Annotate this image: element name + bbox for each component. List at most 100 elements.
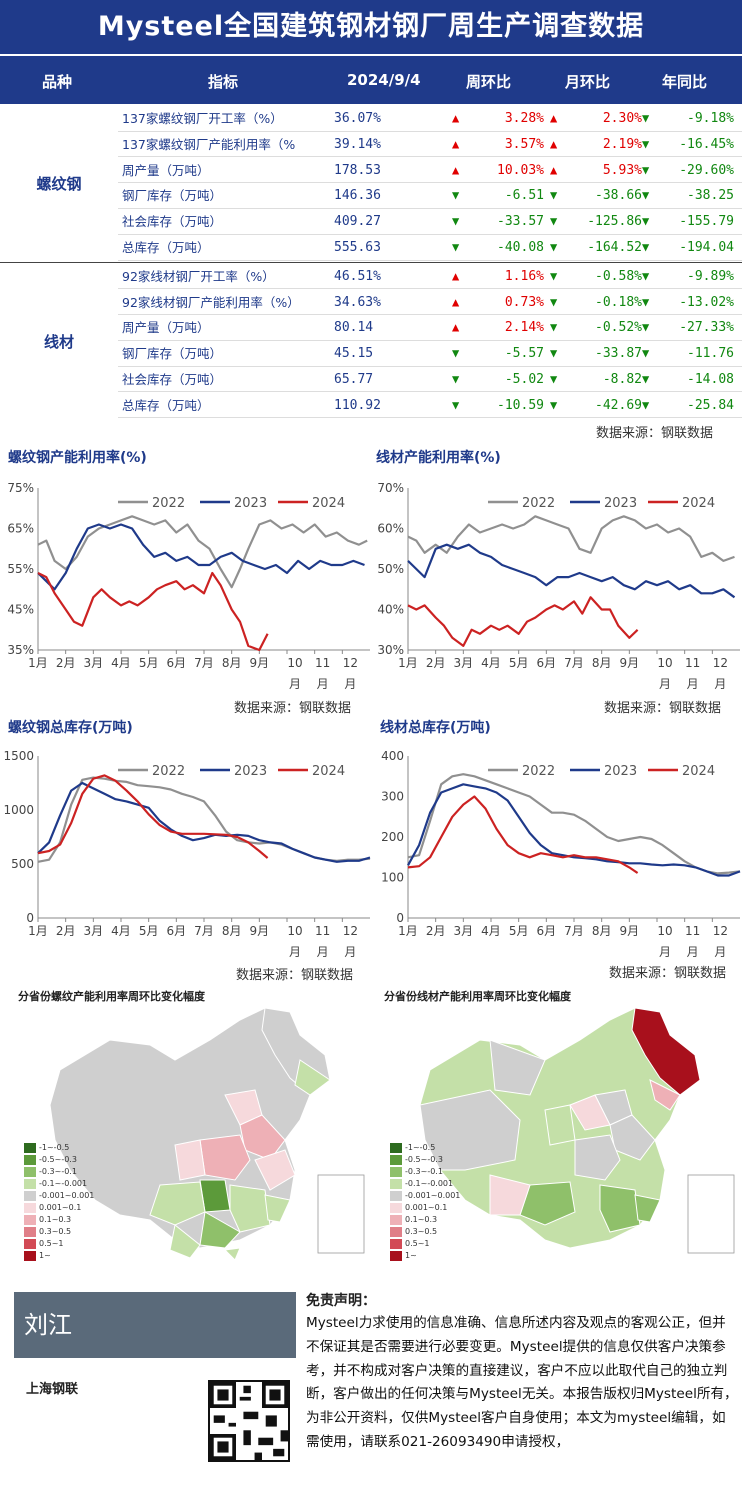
mom-value: -38.66 bbox=[595, 188, 642, 204]
chart-title-wire-stock: 线材总库存(万吨) bbox=[380, 720, 491, 736]
yoy-value: -9.18% bbox=[687, 111, 734, 126]
legend-label: 2024 bbox=[312, 496, 345, 511]
table-row: 社会库存（万吨） 409.27 ▼ -33.57 ▼ -125.86 ▼ -155.79 bbox=[118, 209, 742, 235]
x-tick-label: 5月 bbox=[509, 656, 529, 670]
mom-cell: ▼ -0.52% bbox=[550, 315, 648, 340]
x-tick-label: 5月 bbox=[139, 656, 159, 670]
legend-item: 1~ bbox=[390, 1250, 460, 1262]
indicator-value: 178.53 bbox=[334, 162, 381, 178]
down-arrow-icon: ▼ bbox=[642, 111, 650, 125]
x-tick-label: 4月 bbox=[111, 924, 131, 938]
y-tick-label: 0 bbox=[26, 911, 34, 925]
legend-range-label: -1~-0.5 bbox=[39, 1143, 70, 1152]
legend-item: 0.1~0.3 bbox=[390, 1214, 460, 1226]
page-title: Mysteel全国建筑钢材钢厂周生产调查数据 bbox=[0, 0, 742, 54]
x-tick-label-unit: 月 bbox=[344, 677, 356, 691]
wow-value: 10.03% bbox=[497, 162, 544, 178]
wow-cell: ▼ -5.57 bbox=[452, 341, 550, 366]
x-tick-label-unit: 月 bbox=[344, 945, 356, 959]
chart-source-rebar-stock: 数据来源：钢联数据 bbox=[236, 968, 354, 983]
chart-rebar-utilization: 35%45%55%65%75%1月 2月 3月 4月 5月 6月 7月 8月 9月 10月11月1… bbox=[7, 481, 370, 691]
down-arrow-icon: ▼ bbox=[452, 188, 460, 203]
indicator-name: 137家螺纹钢厂开工率（%） bbox=[122, 111, 283, 126]
x-tick-label-unit: 月 bbox=[687, 677, 699, 691]
y-tick-label: 60% bbox=[377, 522, 404, 536]
mom-value: -33.87 bbox=[595, 346, 642, 362]
legend-color-swatch bbox=[24, 1238, 36, 1249]
mom-cell: ▼ -0.18% bbox=[550, 290, 648, 315]
mom-cell: ▼ -125.86 bbox=[550, 209, 648, 234]
wow-value: 3.28% bbox=[504, 111, 544, 126]
x-tick-label: 12 bbox=[713, 924, 728, 938]
chart-title-rebar-stock: 螺纹钢总库存(万吨) bbox=[8, 720, 133, 736]
x-tick-label: 3月 bbox=[454, 656, 474, 670]
wow-value: -10.59 bbox=[497, 397, 544, 413]
yoy-value: -29.60% bbox=[679, 162, 734, 178]
group-label: 螺纹钢 bbox=[36, 175, 82, 194]
legend-color-swatch bbox=[390, 1154, 402, 1165]
up-arrow-icon: ▲ bbox=[452, 294, 460, 309]
y-tick-label: 45% bbox=[7, 603, 34, 617]
indicator-value: 110.92 bbox=[334, 397, 381, 413]
wow-cell: ▲ 10.03% bbox=[452, 158, 550, 183]
mom-cell: ▼ -8.82 bbox=[550, 367, 648, 392]
map-title-wire: 分省份线材产能利用率周环比变化幅度 bbox=[384, 990, 571, 1003]
yoy-value: -9.89% bbox=[687, 268, 734, 284]
x-tick-label: 10 bbox=[287, 656, 302, 670]
legend-label: 2024 bbox=[682, 496, 715, 511]
legend-item: -0.001~0.001 bbox=[24, 1190, 94, 1202]
up-arrow-icon: ▲ bbox=[452, 111, 460, 125]
legend-color-swatch bbox=[390, 1166, 402, 1177]
table-row: 137家螺纹钢厂产能利用率（% 39.14% ▲ 3.57% ▲ 2.19% ▼ -16.45… bbox=[118, 132, 742, 158]
wow-cell: ▼ -6.51 bbox=[452, 183, 550, 208]
x-tick-label: 1月 bbox=[28, 924, 48, 938]
yoy-cell: ▼ -38.25 bbox=[642, 183, 740, 208]
indicator-value: 80.14 bbox=[334, 320, 374, 336]
table-source: 数据来源：钢联数据 bbox=[596, 426, 714, 441]
header-variety: 品种 bbox=[42, 73, 73, 91]
indicator-value: 39.14% bbox=[334, 136, 381, 152]
wow-cell: ▼ -40.08 bbox=[452, 235, 550, 260]
legend-item: -0.001~0.001 bbox=[390, 1190, 460, 1202]
x-tick-label: 11 bbox=[685, 924, 700, 938]
legend-range-label: -0.3~-0.1 bbox=[39, 1167, 77, 1176]
x-tick-label: 9月 bbox=[620, 924, 640, 938]
x-tick-label: 9月 bbox=[250, 656, 270, 670]
legend-range-label: 0.3~0.5 bbox=[405, 1227, 438, 1236]
x-tick-label: 2月 bbox=[56, 924, 76, 938]
x-tick-label-unit: 月 bbox=[714, 677, 726, 691]
legend-range-label: 1~ bbox=[405, 1251, 417, 1260]
legend-label: 2024 bbox=[682, 764, 715, 779]
yoy-value: -27.33% bbox=[679, 320, 734, 336]
legend-item: -0.5~-0.3 bbox=[390, 1154, 460, 1166]
x-tick-label-unit: 月 bbox=[317, 945, 329, 959]
indicator-name: 钢厂库存（万吨） bbox=[122, 346, 223, 362]
indicator-name: 92家线材钢厂开工率（%） bbox=[122, 268, 275, 284]
wow-value: -5.02 bbox=[504, 371, 544, 387]
down-arrow-icon: ▼ bbox=[642, 371, 650, 386]
wow-cell: ▼ -5.02 bbox=[452, 367, 550, 392]
qr-code-icon[interactable] bbox=[208, 1380, 290, 1462]
legend-color-swatch bbox=[24, 1178, 36, 1189]
wow-cell: ▲ 3.57% bbox=[452, 132, 550, 157]
wow-value: -6.51 bbox=[504, 188, 544, 204]
yoy-cell: ▼ -9.89% bbox=[642, 264, 740, 289]
yoy-cell: ▼ -25.84 bbox=[642, 393, 740, 418]
legend-label: 2023 bbox=[234, 496, 267, 511]
down-arrow-icon: ▼ bbox=[452, 371, 460, 386]
down-arrow-icon: ▼ bbox=[452, 240, 460, 254]
yoy-value: -14.08 bbox=[687, 371, 734, 387]
chart-source-wire-stock: 数据来源：钢联数据 bbox=[609, 966, 727, 981]
legend-color-swatch bbox=[24, 1142, 36, 1153]
series-line-2023 bbox=[407, 783, 741, 877]
x-tick-label: 8月 bbox=[222, 656, 242, 670]
down-arrow-icon: ▼ bbox=[550, 188, 558, 203]
x-tick-label-unit: 月 bbox=[289, 677, 301, 691]
indicator-name: 周产量（万吨） bbox=[122, 320, 210, 336]
yoy-cell: ▼ -194.04 bbox=[642, 235, 740, 260]
legend-item: -1~-0.5 bbox=[24, 1142, 94, 1154]
legend-item: 1~ bbox=[24, 1250, 94, 1262]
table-header: 品种 指标 2024/9/4 周环比 月环比 年同比 bbox=[0, 56, 742, 104]
y-tick-label: 70% bbox=[377, 481, 404, 495]
table-row: 总库存（万吨） 110.92 ▼ -10.59 ▼ -42.69 ▼ -25.84 bbox=[118, 393, 742, 419]
